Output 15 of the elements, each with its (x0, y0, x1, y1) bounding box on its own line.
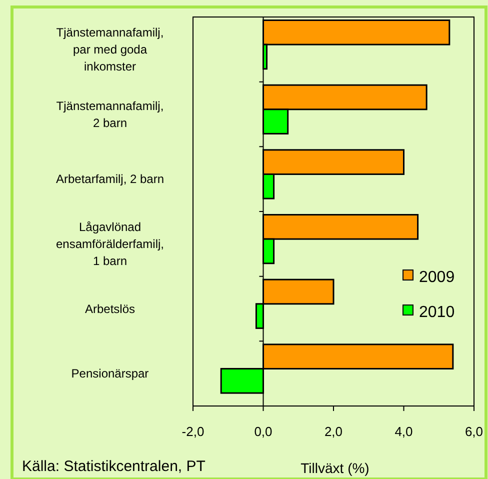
x-tick-label: 2,0 (324, 424, 343, 439)
x-tick-label: 0,0 (254, 424, 272, 439)
x-tick-label: 6,0 (464, 424, 484, 439)
legend-label: 2009 (419, 269, 455, 286)
y-tick-label: Pensionärspar (71, 366, 149, 381)
x-axis-title: Tillväxt (%) (300, 460, 370, 476)
x-tick-label: 4,0 (394, 424, 413, 439)
y-tick-label: Arbetarfamilj, 2 barn (56, 172, 164, 186)
x-tick-label: -2,0 (182, 424, 204, 439)
text: Källa: Statistikcentralen, PT (22, 458, 206, 475)
y-tick-label: Lågavlönad ensamförälderfamilj, 1 barn (56, 220, 164, 268)
y-tick-label: Tjänstemannafamilj, par med goda inkomster (56, 25, 164, 74)
y-tick-label: Tjänstemannafamilj, 2 barn (56, 98, 164, 130)
y-tick-label: Arbetslös (84, 302, 136, 316)
legend-label: 2010 (419, 304, 455, 321)
